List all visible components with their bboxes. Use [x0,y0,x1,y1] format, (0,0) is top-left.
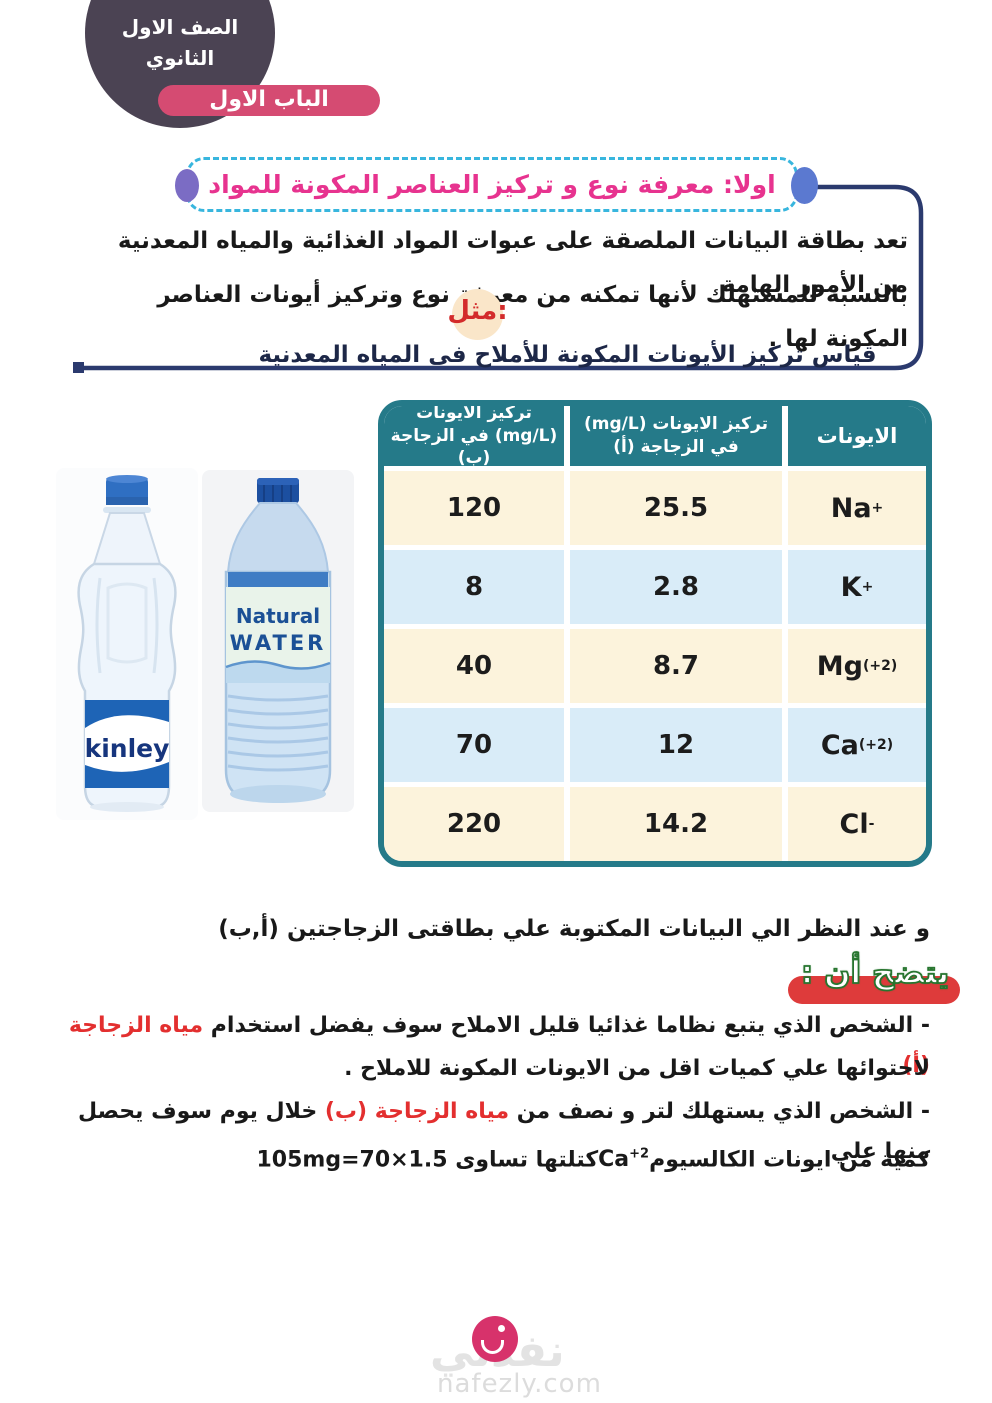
point1-line2: لاحتوائها علي كميات اقل من الايونات المك… [344,1056,930,1081]
table-cell-ion: Mg (+2) [788,629,926,703]
ion-charge: + [871,500,884,516]
ion-symbol: Ca [820,729,859,761]
ion-symbol: K [840,571,862,603]
grade-badge-line1: الصف الاول [121,15,239,39]
point2-highlight-bottle-b: مياه الزجاجة (ب) [324,1099,510,1124]
conclusion-stamp: يتضح أن : [786,954,964,1011]
table-cell-a: 8.7 [570,629,782,703]
table-cell-b: 70 [384,708,564,782]
stamp-red-band [788,976,960,1004]
table-cell-b: 220 [384,787,564,861]
nafezly-logo-icon [472,1316,518,1362]
grade-badge-line2: الثانوي [145,46,215,70]
ca-charge: +2 [629,1147,650,1162]
example-circle: مثل: [447,289,508,340]
section-title: اولا: معرفة نوع و تركيز العناصر المكونة … [208,170,776,199]
logo-dot-shape [498,1325,505,1332]
bottle-a-brand-text: kinley [85,734,170,763]
table-cell-ion: Ca (+2) [788,708,926,782]
calcium-ion-symbol: Ca+2 [598,1147,649,1172]
header-ions: الايونات [788,406,926,466]
table-cell-b: 40 [384,629,564,703]
header-bottle-b: تركيز الايونات (mg/L) في الزجاجة (ب) [384,406,564,468]
table-cell-a: 25.5 [570,471,782,545]
point1-line1: - الشخص الذي يتبع نظاما غذائيا قليل الام… [60,1006,930,1078]
water-bottle-b-image: Natural WATER [202,470,354,812]
observation-text: و عند النظر الي البيانات المكتوبة علي بط… [218,916,930,942]
ion-charge: (+2) [862,658,898,674]
conclusion-points: - الشخص الذي يتبع نظاما غذائيا قليل الام… [60,1006,930,1178]
example-text: قياس تركيز الأيونات المكونة للأملاح فى ا… [258,342,877,368]
point2-text-start: - الشخص الذي يستهلك لتر و نصف من [516,1099,930,1124]
title-left-oval-decoration [175,169,199,202]
logo-arc-shape [481,1340,504,1354]
ca-symbol: Ca [598,1147,630,1173]
point1-highlight-bottle-a: مياه الزجاجة (أ) [68,1013,930,1078]
bottle-b-label-line2: WATER [230,631,327,655]
ion-symbol: Cl [839,808,869,840]
ion-concentration-table: تركيز الايونات (mg/L) في الزجاجة (ب) ترك… [378,400,932,867]
ion-charge: - [868,816,875,832]
ion-charge: (+2) [858,737,894,753]
intro-line1: تعد بطاقة البيانات الملصقة على عبوات الم… [117,228,908,298]
table-cell-ion: Na + [788,471,926,545]
point2-line1: - الشخص الذي يستهلك لتر و نصف من مياه ال… [60,1092,930,1164]
table-cell-ion: Cl - [788,787,926,861]
stamp-text: يتضح أن : [800,954,950,992]
formula-middle: كتلتها تساوى [455,1147,599,1173]
table-cell-a: 14.2 [570,787,782,861]
table-cell-a: 2.8 [570,550,782,624]
intro-paragraph: تعد بطاقة البيانات الملصقة على عبوات الم… [80,219,908,352]
table-cell-ion: K + [788,550,926,624]
ion-charge: + [861,579,874,595]
formula-prefix: كمية من ايونات الكالسيوم [649,1147,930,1173]
formula-equation: 105mg=70×1.5 [256,1147,448,1173]
title-right-oval-decoration [791,167,818,204]
point2-formula-line: كمية من ايونات الكالسيومCa+2كتلتها تساوى… [60,1135,930,1178]
table-cell-a: 12 [570,708,782,782]
table-cell-b: 8 [384,550,564,624]
water-bottle-a-image: kinley [56,468,198,820]
point1-text: - الشخص الذي يتبع نظاما غذائيا قليل الام… [210,1013,930,1038]
intro-line2: بالنسبة للمستهلك لأنها تمكنه من معرفة نو… [157,282,908,352]
section-title-box: اولا: معرفة نوع و تركيز العناصر المكونة … [186,157,798,212]
header-bottle-a: تركيز الايونات (mg/L) في الزجاجة (أ) [570,406,782,466]
bottle-b-label-line1: Natural [236,604,320,628]
table-cell-b: 120 [384,471,564,545]
watermark-url: nafezly.com [437,1369,602,1399]
ion-symbol: Na [830,492,872,524]
chapter-pill: الباب الاول [158,85,380,116]
point2-text-end: خلال يوم سوف يحصل منها علي [77,1099,930,1164]
example-label: مثل: [447,295,508,326]
intro-bracket-frame [73,184,924,373]
ion-symbol: Mg [816,650,863,682]
